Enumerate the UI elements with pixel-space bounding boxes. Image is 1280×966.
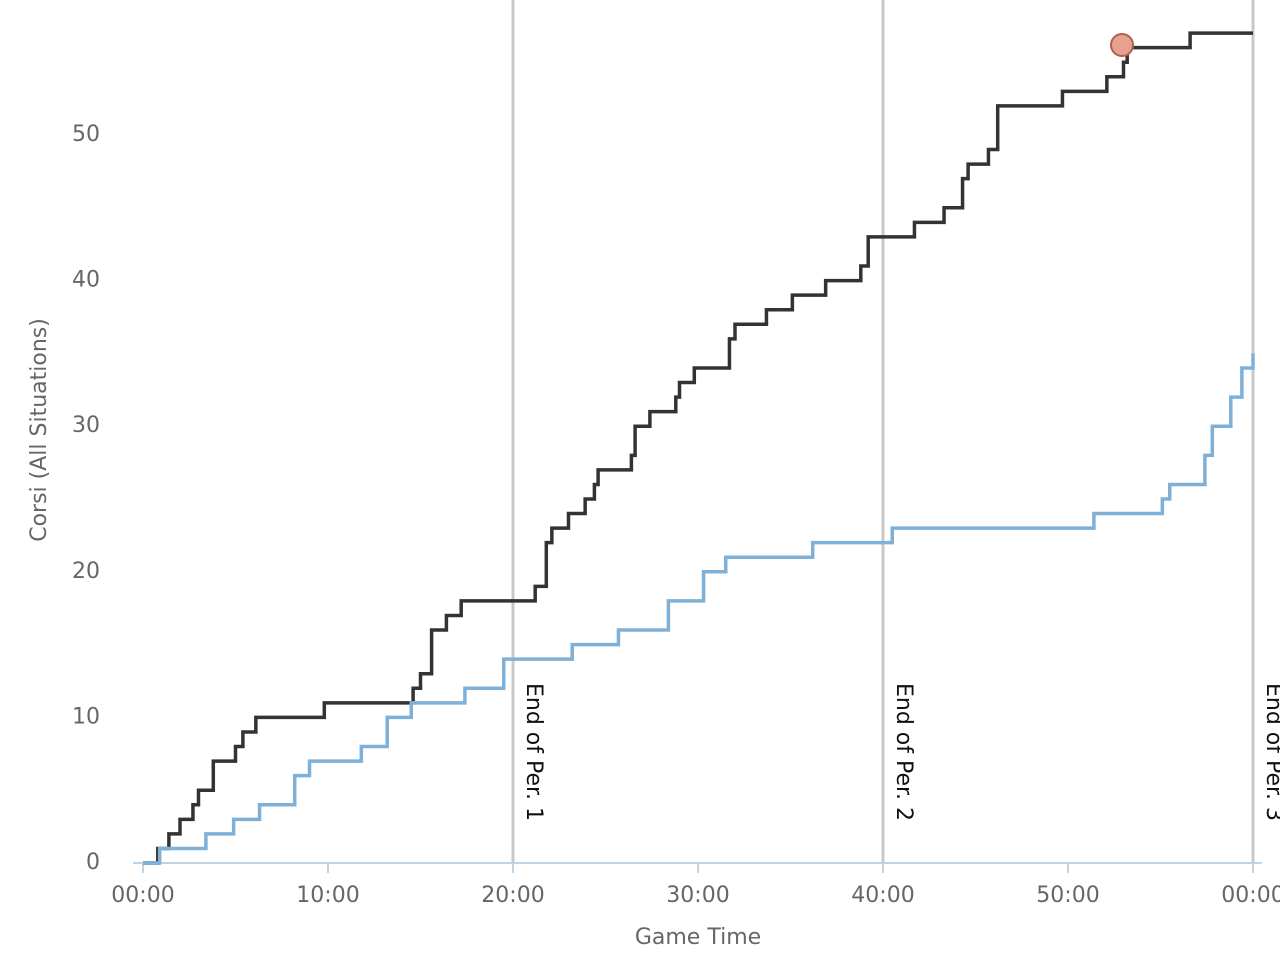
y-axis-title: Corsi (All Situations) xyxy=(27,318,52,542)
x-tick-label: 10:00 xyxy=(296,883,359,908)
y-tick-label: 60 xyxy=(72,0,100,1)
y-tick-label: 50 xyxy=(72,122,100,147)
period-label: End of Per. 1 xyxy=(521,683,546,821)
y-tick-label: 10 xyxy=(72,704,100,729)
x-tick-label: 00:00 xyxy=(111,883,174,908)
x-tick-label: 20:00 xyxy=(481,883,544,908)
y-tick-label: 30 xyxy=(72,413,100,438)
y-tick-label: 40 xyxy=(72,268,100,293)
x-tick-label: 50:00 xyxy=(1036,883,1099,908)
period-label: End of Per. 2 xyxy=(891,683,916,821)
x-tick-label: 00:00 xyxy=(1221,883,1280,908)
series-line xyxy=(143,31,1253,865)
x-axis-title: Game Time xyxy=(635,925,761,950)
player-icon xyxy=(1110,33,1134,57)
x-tick-label: 30:00 xyxy=(666,883,729,908)
series-line xyxy=(143,353,1255,865)
y-tick-label: 20 xyxy=(72,559,100,584)
x-tick-label: 40:00 xyxy=(851,883,914,908)
period-label: End of Per. 3 xyxy=(1261,683,1280,821)
y-tick-label: 0 xyxy=(86,850,100,875)
